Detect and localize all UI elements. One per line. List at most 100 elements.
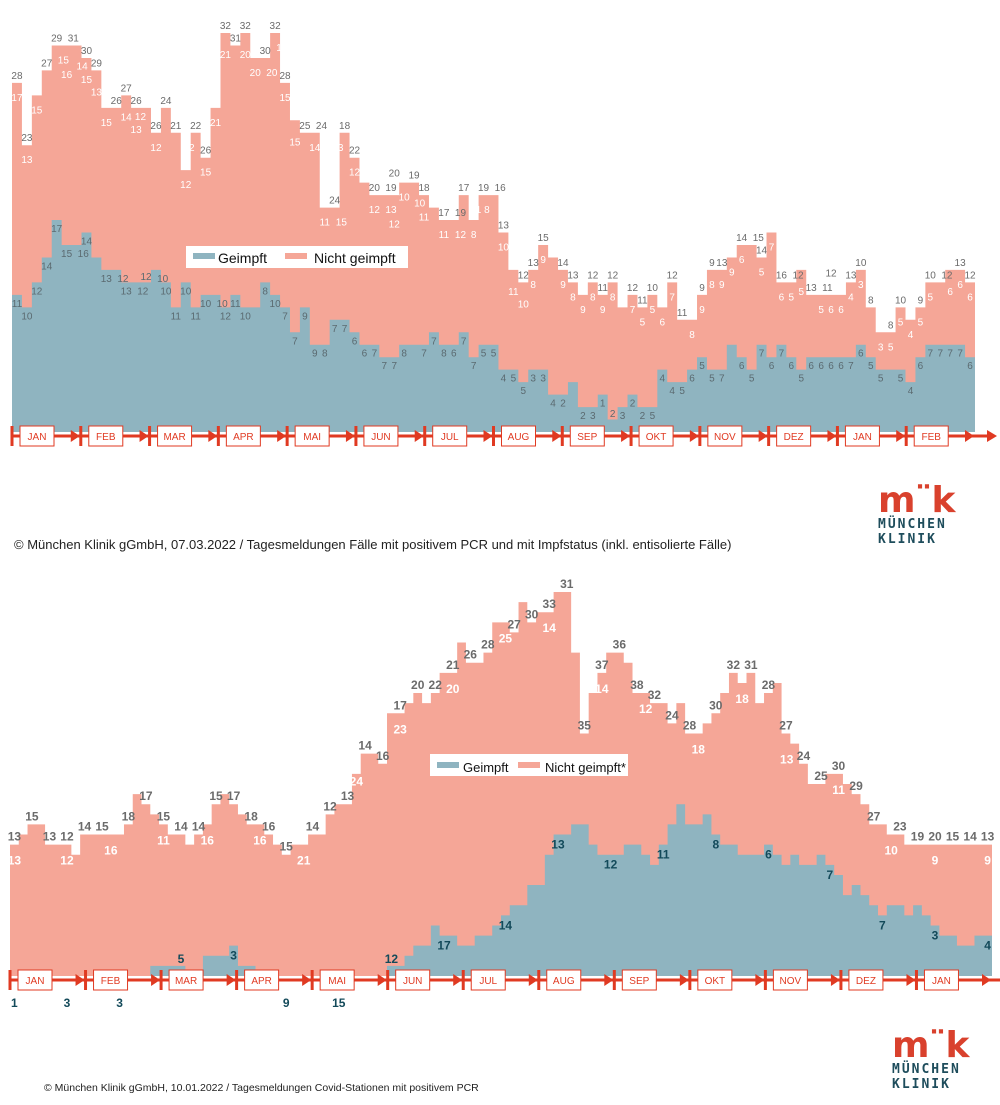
data-label-nicht_geimpft: 18 (692, 742, 706, 756)
data-label-geimpft: 12 (31, 286, 43, 297)
month-box (638, 425, 674, 447)
arrow-icon (830, 974, 840, 986)
data-label-nicht_geimpft: 17 (11, 93, 23, 104)
data-label-geimpft: 15 (61, 249, 73, 260)
data-label-geimpft: 6 (769, 361, 775, 372)
muenchen-klinik-logo-2: m¨k MÜNCHEN KLINIK (892, 1028, 982, 1093)
data-label-nicht_geimpft: 11 (832, 783, 845, 797)
data-label-geimpft: 5 (898, 374, 904, 385)
caption-chart-1: © München Klinik gGmbH, 07.03.2022 / Tag… (14, 537, 732, 552)
data-label-top: 15 (95, 820, 109, 834)
data-label-geimpft: 14 (41, 261, 53, 272)
data-label-top: 12 (587, 270, 599, 281)
data-label-nicht_geimpft: 8 (484, 205, 490, 216)
data-label-geimpft: 7 (957, 349, 963, 360)
data-label-top: 15 (538, 233, 550, 244)
logo-mark: m¨k (878, 480, 955, 521)
data-label-top: 38 (630, 678, 644, 692)
month-box (395, 969, 431, 991)
month-label: APR (233, 432, 254, 443)
data-label-nicht_geimpft: 13 (21, 155, 33, 166)
data-label-top: 14 (963, 830, 977, 844)
arrow-icon (552, 430, 562, 442)
data-label-top: 12 (964, 270, 976, 281)
data-label-geimpft: 7 (461, 336, 467, 347)
data-label-geimpft: 6 (818, 361, 824, 372)
month-box (168, 969, 204, 991)
data-label-geimpft: 5 (878, 374, 884, 385)
data-label-top: 10 (925, 270, 937, 281)
data-label-top: 20 (411, 678, 425, 692)
data-label-top: 29 (51, 33, 63, 44)
data-label-geimpft: 5 (491, 349, 497, 360)
month-label: OKT (646, 432, 667, 443)
data-label-nicht_geimpft: 14 (309, 143, 321, 154)
data-label-top: 28 (279, 71, 291, 82)
month-label: JAN (26, 976, 45, 987)
data-label-nicht_geimpft: 14 (543, 621, 557, 635)
data-label-nicht_geimpft: 5 (818, 305, 824, 316)
data-label-geimpft: 10 (160, 286, 172, 297)
data-label-nicht_geimpft: 5 (789, 292, 795, 303)
data-label-geimpft: 7 (471, 361, 477, 372)
data-label-nicht_geimpft: 5 (928, 292, 934, 303)
data-label-geimpft: 4 (659, 374, 665, 385)
data-label-top: 10 (895, 295, 907, 306)
month-label: JAN (853, 432, 872, 443)
data-label-geimpft: 6 (765, 848, 772, 862)
data-label-nicht_geimpft: 6 (947, 287, 953, 298)
data-label-nicht_geimpft: 7 (769, 243, 775, 254)
data-label-top: 14 (174, 820, 188, 834)
data-label-top: 24 (316, 121, 328, 132)
data-label-geimpft: 5 (699, 361, 705, 372)
data-label-geimpft: 3 (590, 411, 596, 422)
data-label-nicht_geimpft: 12 (389, 219, 401, 230)
month-label: AUG (553, 976, 575, 987)
data-label-nicht_geimpft: 15 (58, 55, 70, 66)
data-label-top: 20 (369, 183, 381, 194)
data-label-nicht_geimpft: 13 (91, 88, 103, 99)
data-label-top: 17 (458, 183, 470, 194)
data-label-geimpft: 12 (117, 274, 129, 285)
data-label-geimpft: 10 (217, 299, 229, 310)
data-label-nicht_geimpft: 8 (471, 230, 477, 241)
data-label-geimpft: 3 (620, 411, 626, 422)
data-label-top: 18 (339, 121, 351, 132)
data-label-geimpft: 11 (190, 311, 201, 322)
month-box (772, 969, 808, 991)
data-label-top: 27 (121, 83, 133, 94)
data-label-nicht_geimpft: 9 (729, 267, 735, 278)
data-label-top: 24 (665, 708, 679, 722)
month-label: DEZ (784, 432, 804, 443)
arrow-icon (208, 430, 218, 442)
data-label-nicht_geimpft: 14 (77, 61, 89, 72)
arrow-icon (827, 430, 837, 442)
data-label-geimpft: 6 (918, 361, 924, 372)
data-label-top: 18 (244, 809, 258, 823)
data-label-top: 16 (376, 749, 390, 763)
month-label: FEB (101, 976, 121, 987)
data-label-geimpft: 13 (121, 286, 133, 297)
data-label-top: 13 (8, 830, 22, 844)
data-label-geimpft: 7 (937, 349, 943, 360)
data-label-nicht_geimpft: 11 (157, 833, 170, 847)
month-box (776, 425, 812, 447)
data-label-top: 8 (888, 320, 894, 331)
data-label-geimpft: 6 (838, 361, 844, 372)
data-label-top: 24 (797, 749, 811, 763)
data-label-nicht_geimpft: 12 (639, 702, 653, 716)
data-label-geimpft: 12 (137, 286, 149, 297)
data-label-top: 14 (736, 233, 748, 244)
arrow-icon (139, 430, 149, 442)
data-label-top: 33 (543, 597, 557, 611)
data-label-geimpft: 1 (11, 996, 18, 1010)
data-label-geimpft: 8 (262, 286, 268, 297)
data-label-top: 11 (677, 308, 688, 319)
month-label: FEB (921, 432, 941, 443)
data-label-geimpft: 7 (826, 868, 833, 882)
data-label-nicht_geimpft: 11 (439, 230, 450, 241)
data-label-geimpft: 11 (230, 299, 241, 310)
data-label-geimpft: 5 (178, 952, 185, 966)
data-label-top: 10 (647, 283, 659, 294)
